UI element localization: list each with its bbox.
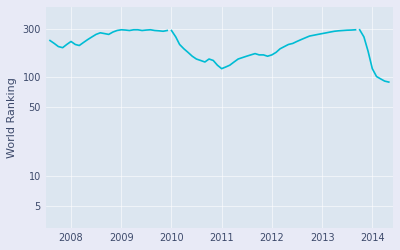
Y-axis label: World Ranking: World Ranking	[7, 77, 17, 158]
